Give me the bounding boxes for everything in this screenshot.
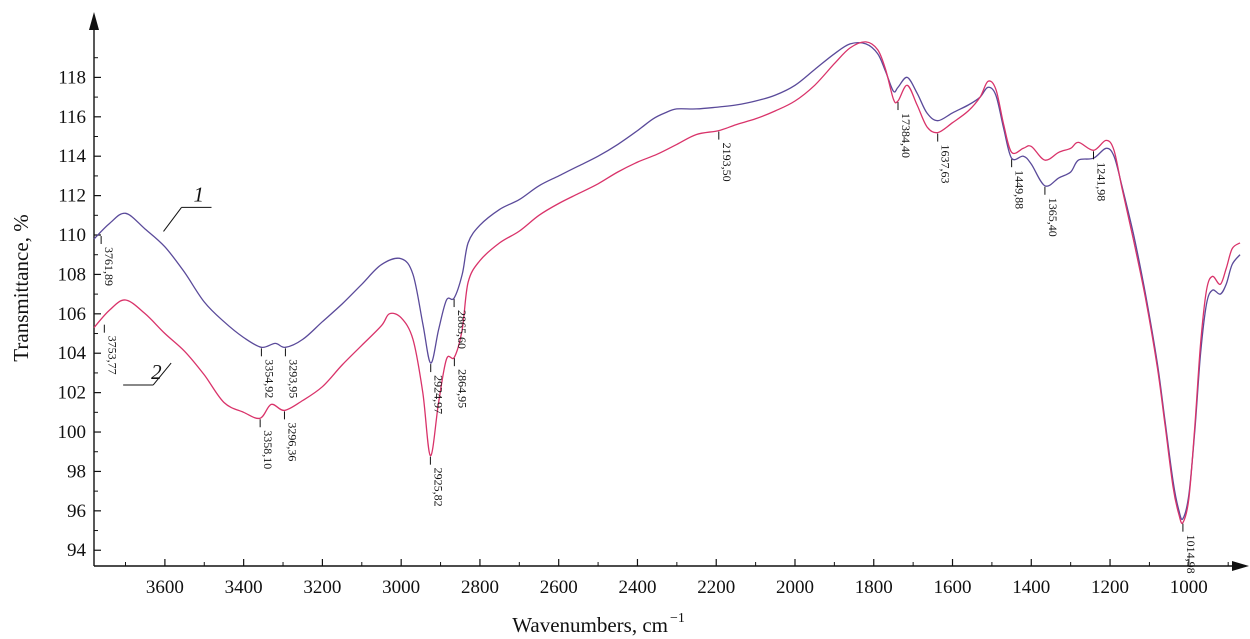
peak-label: 1014,98 (1184, 535, 1198, 574)
peak-label: 3761,89 (102, 247, 116, 286)
x-axis-ticks: 3600 3400 3200 3000 2800 2600 2400 2200 2000 1800… (125, 559, 1229, 598)
x-tick-label: 3000 (382, 577, 420, 598)
y-tick-label: 100 (58, 422, 87, 443)
y-tick-label: 104 (58, 343, 87, 364)
x-axis-arrow (1232, 561, 1249, 571)
y-axis-arrow (89, 12, 99, 30)
peak-label: 3293,95 (286, 359, 300, 398)
y-tick-label: 96 (67, 501, 86, 522)
y-tick-label: 110 (58, 225, 86, 246)
x-tick-label: 3200 (303, 577, 341, 598)
x-tick-label: 2400 (618, 577, 656, 598)
peak-label: 1365,40 (1046, 198, 1060, 237)
y-axis-ticks: 94 96 98 100 102 104 106 108 110 112 114 116 118 (58, 57, 101, 561)
peak-labels: 3761,89 3753,77 3354,92 3293,95 3358,10 3296,… (100, 102, 1198, 574)
y-tick-label: 98 (67, 461, 86, 482)
x-tick-label: 1800 (855, 577, 893, 598)
y-tick-label: 114 (58, 146, 86, 167)
peak-label: 3753,77 (105, 336, 119, 375)
y-tick-label: 106 (58, 304, 87, 325)
x-axis-title-superscript: −1 (670, 611, 685, 626)
series-layer (93, 41, 1241, 525)
peak-label: 2924,97 (432, 375, 446, 414)
x-tick-label: 1400 (1012, 577, 1050, 598)
peak-label: 1637,63 (939, 145, 953, 184)
x-tick-label: 2600 (540, 577, 578, 598)
x-tick-label: 2200 (697, 577, 735, 598)
curve-number-2: 2 (151, 360, 162, 384)
y-axis-title: Transmittance, % (9, 214, 33, 361)
x-tick-label: 1200 (1091, 577, 1129, 598)
peak-label: 3354,92 (262, 359, 276, 398)
curve-number-labels: 12 (123, 182, 212, 386)
curve-number-1: 1 (194, 182, 205, 206)
x-tick-label: 3400 (225, 577, 263, 598)
y-tick-label: 108 (58, 264, 87, 285)
x-axis-title: Wavenumbers, cm (512, 613, 668, 637)
peak-label: 2864,95 (455, 369, 469, 408)
y-tick-label: 116 (58, 107, 86, 128)
x-tick-label: 1600 (934, 577, 972, 598)
peak-label: 17384,40 (899, 113, 913, 158)
y-tick-label: 118 (58, 67, 86, 88)
y-tick-label: 94 (67, 540, 87, 561)
y-tick-label: 102 (58, 383, 87, 404)
peak-label: 3296,36 (285, 422, 299, 461)
x-tick-label: 2000 (776, 577, 814, 598)
x-tick-label: 1000 (1170, 577, 1208, 598)
x-tick-label: 2800 (461, 577, 499, 598)
series-line-2 (93, 41, 1241, 525)
curve-leader-line (152, 362, 172, 386)
peak-label: 1241,98 (1095, 162, 1109, 201)
peak-label: 1449,88 (1013, 170, 1027, 209)
peak-label: 2865,60 (455, 310, 469, 349)
curve-leader-line (163, 207, 182, 232)
peak-label: 2193,50 (720, 143, 734, 182)
peak-label: 3358,10 (261, 430, 275, 469)
series-line-1 (93, 42, 1241, 521)
x-tick-label: 3600 (146, 577, 184, 598)
peak-label: 2925,82 (431, 468, 445, 507)
y-tick-label: 112 (58, 186, 86, 207)
axes (89, 12, 1249, 571)
